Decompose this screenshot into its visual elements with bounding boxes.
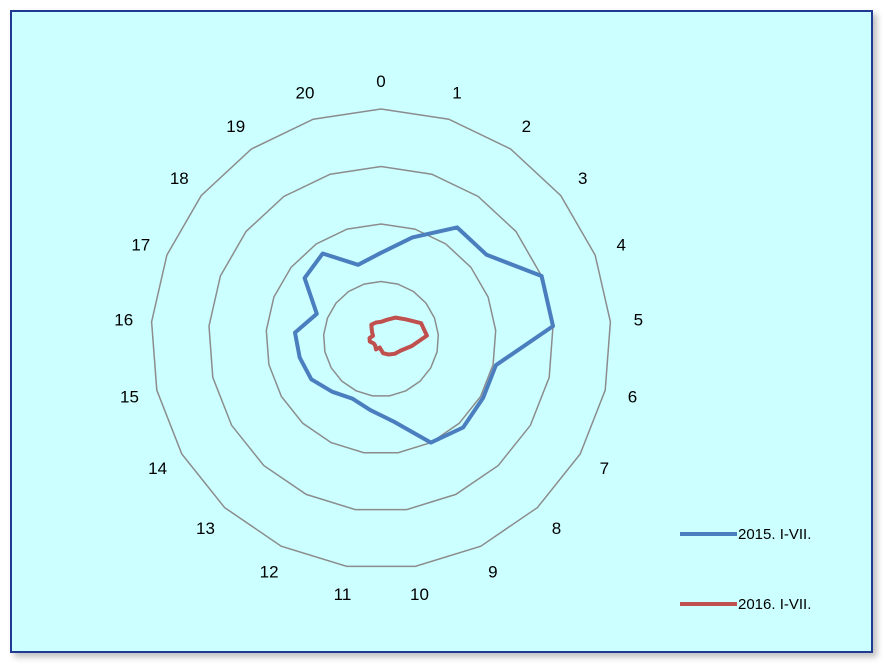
axis-label-15: 15 bbox=[120, 387, 139, 406]
axis-label-7: 7 bbox=[600, 459, 609, 478]
axis-label-11: 11 bbox=[334, 585, 352, 604]
axis-label-3: 3 bbox=[578, 169, 587, 188]
axis-label-6: 6 bbox=[628, 387, 637, 406]
axis-label-8: 8 bbox=[552, 519, 561, 538]
axis-label-20: 20 bbox=[296, 84, 315, 103]
axis-label-17: 17 bbox=[131, 236, 150, 255]
chart-frame bbox=[10, 10, 873, 653]
series-line-1 bbox=[293, 225, 555, 445]
axis-label-4: 4 bbox=[616, 236, 625, 255]
grid-ring-3 bbox=[208, 165, 554, 511]
axis-label-5: 5 bbox=[634, 311, 643, 330]
axis-label-2: 2 bbox=[522, 117, 531, 136]
axis-label-19: 19 bbox=[226, 117, 245, 136]
legend-label-2: 2016. I-VII. bbox=[738, 596, 811, 613]
axis-label-12: 12 bbox=[260, 562, 279, 581]
axis-label-0: 0 bbox=[376, 72, 385, 91]
grid-ring-1 bbox=[322, 280, 440, 397]
axis-label-14: 14 bbox=[148, 459, 167, 478]
axis-label-18: 18 bbox=[170, 169, 189, 188]
axis-label-10: 10 bbox=[410, 585, 429, 604]
axis-label-9: 9 bbox=[488, 562, 497, 581]
grid-ring-4 bbox=[150, 108, 612, 568]
legend-label-1: 2015. I-VII. bbox=[738, 526, 811, 543]
axis-label-13: 13 bbox=[196, 519, 215, 538]
axis-label-16: 16 bbox=[114, 311, 133, 330]
series-layer bbox=[293, 225, 555, 445]
axis-label-1: 1 bbox=[452, 84, 461, 103]
legend: 2015. I-VII. 2016. I-VII. bbox=[680, 526, 811, 613]
series-line-2 bbox=[367, 315, 429, 357]
grid-layer bbox=[150, 108, 612, 568]
grid-ring-2 bbox=[265, 223, 497, 454]
